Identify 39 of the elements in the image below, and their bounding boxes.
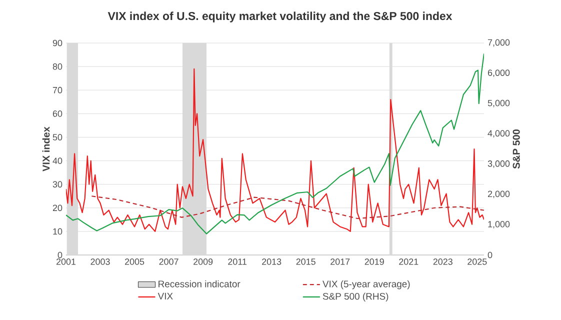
x-tick-label: 2021	[399, 258, 418, 265]
y-tick-label: 70	[52, 86, 62, 94]
x-tick-label: 2013	[262, 258, 282, 265]
y2-tick-label: 2,000	[488, 190, 510, 198]
x-tick-label: 2019	[364, 258, 384, 265]
y2-tick-label: 6,000	[488, 70, 510, 77]
legend-label: S&P 500 (RHS)	[322, 292, 388, 302]
y-tick-label: 50	[52, 134, 62, 140]
y-tick-label: 60	[52, 110, 62, 117]
y-tick-label: 0	[58, 252, 62, 258]
chart-title: VIX index of U.S. equity market volatility and the S&P 500 index	[108, 12, 452, 22]
x-tick-label: 2009	[194, 258, 213, 265]
y-tick-label: 80	[52, 63, 62, 70]
x-tick-label: 2011	[228, 258, 247, 265]
y-tick-label: 40	[52, 158, 62, 164]
y2-tick-label: 3,000	[488, 160, 510, 168]
y-tick-label: 30	[52, 181, 62, 188]
y2-tick-label: 0	[488, 252, 492, 258]
y-tick-label: 20	[52, 204, 62, 212]
y2-tick-label: 7,000	[488, 39, 510, 47]
x-tick-label: 2007	[159, 258, 178, 265]
x-tick-label: 2017	[330, 258, 350, 265]
x-tick-label: 2001	[56, 258, 76, 265]
x-tick-label: 2023	[433, 258, 452, 265]
y-tick-label: 10	[53, 228, 62, 235]
legend-label: VIX (5-year average)	[322, 280, 410, 290]
x-tick-label: 2003	[90, 258, 110, 265]
y2-tick-label: 4,000	[488, 130, 510, 138]
y2-axis-title: S&P 500	[512, 129, 520, 169]
y-tick-label: 90	[52, 40, 62, 46]
legend-label: VIX	[158, 292, 173, 300]
legend-label: Recession indicator	[158, 280, 240, 288]
y-axis-title: VIX index	[42, 126, 50, 172]
y2-tick-label: 5,000	[488, 100, 510, 108]
line-series	[91, 196, 484, 220]
x-tick-label: 2005	[125, 258, 144, 265]
x-tick-label: 2015	[296, 258, 316, 265]
x-tick-label: 2025	[468, 258, 487, 265]
y2-tick-label: 1,000	[488, 221, 510, 228]
